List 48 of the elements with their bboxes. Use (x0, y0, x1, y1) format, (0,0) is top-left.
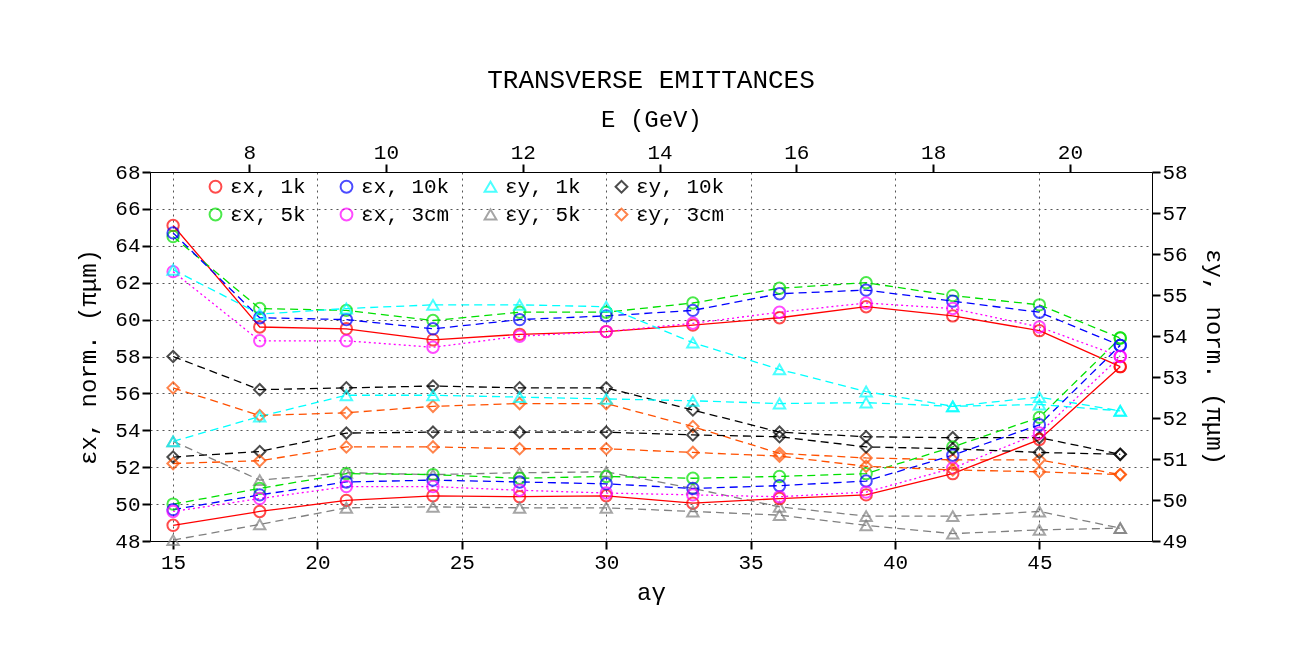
y2-tick-label: 57 (1162, 202, 1188, 226)
legend-label: εx, 5k (230, 203, 306, 227)
y-tick-label: 58 (115, 346, 141, 369)
y-tick-label: 68 (115, 161, 141, 185)
legend-label: εy, 1k (505, 175, 581, 199)
y-tick-label: 54 (115, 419, 141, 443)
y2-tick-label: 50 (1162, 489, 1188, 513)
y-tick-label: 48 (115, 530, 141, 554)
legend-label: εy, 5k (505, 203, 581, 227)
y-tick-label: 62 (115, 272, 141, 296)
x2-tick-label: 10 (373, 141, 400, 165)
y2-axis-title: εy, norm. (πμm) (1199, 248, 1227, 466)
y2-tick-label: 54 (1162, 325, 1188, 349)
y2-tick-label: 51 (1162, 448, 1188, 472)
x-tick-label: 30 (594, 551, 620, 575)
y2-tick-label: 53 (1162, 366, 1188, 390)
y-tick-label: 66 (115, 198, 141, 222)
y2-tick-label: 58 (1162, 161, 1188, 185)
y-axis-title: εx, norm. (πμm) (76, 248, 104, 466)
x2-tick-label: 18 (921, 141, 947, 165)
x-tick-label: 40 (882, 551, 909, 575)
legend-label: εy, 3cm (636, 203, 725, 227)
y2-tick-label: 55 (1162, 284, 1188, 308)
x-tick-label: 20 (305, 551, 331, 575)
y-tick-label: 60 (115, 309, 141, 333)
legend-label: εy, 10k (636, 175, 725, 199)
legend-label: εx, 3cm (361, 203, 450, 227)
chart-title: TRANSVERSE EMITTANCES (487, 66, 815, 96)
legend-label: εx, 1k (230, 175, 306, 199)
x2-axis-title: E (GeV) (601, 106, 702, 134)
y-tick-label: 52 (115, 456, 141, 480)
x-tick-label: 35 (738, 551, 764, 575)
x2-tick-label: 16 (784, 141, 810, 165)
legend-label: εx, 10k (361, 175, 450, 199)
x-tick-label: 15 (160, 551, 187, 575)
x2-tick-label: 14 (647, 141, 673, 165)
y-tick-label: 50 (115, 493, 141, 517)
y2-tick-label: 56 (1162, 243, 1188, 267)
x-axis-title: aγ (637, 579, 666, 607)
x-tick-label: 25 (449, 551, 475, 575)
y2-tick-label: 52 (1162, 407, 1188, 431)
x2-tick-label: 12 (510, 141, 536, 165)
x-tick-label: 45 (1027, 551, 1053, 575)
x2-tick-label: 20 (1057, 141, 1084, 165)
x2-tick-label: 8 (243, 141, 256, 165)
y-tick-label: 64 (115, 235, 141, 259)
y2-tick-label: 49 (1162, 530, 1188, 554)
y-tick-label: 56 (115, 382, 141, 406)
